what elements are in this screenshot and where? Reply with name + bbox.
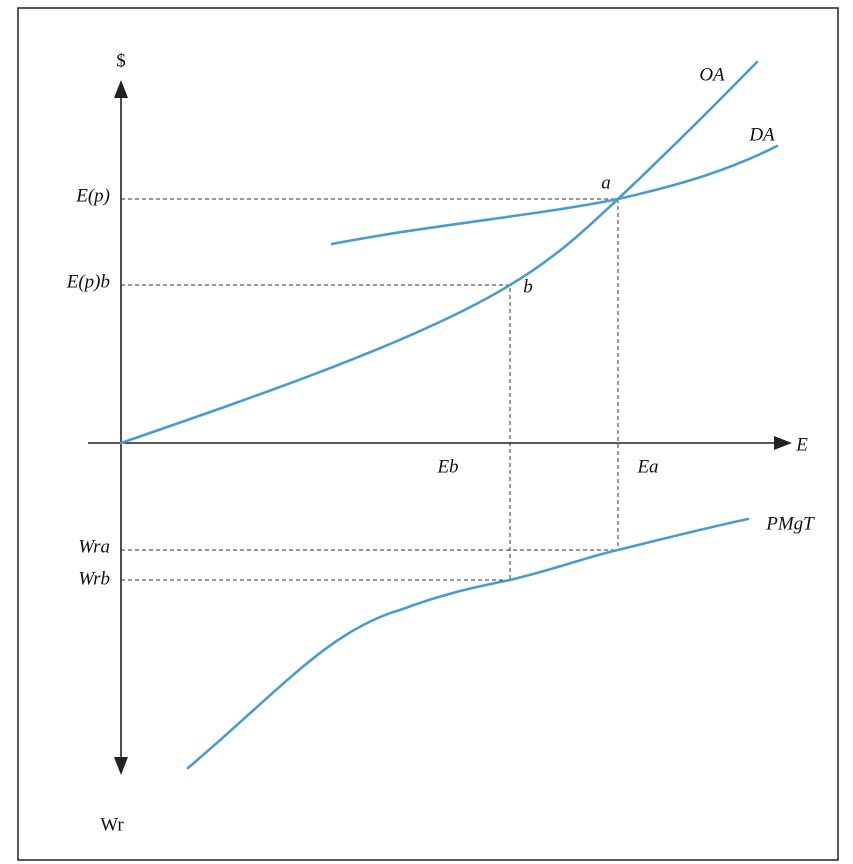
bottom-label: Ea [636, 456, 658, 477]
y-axis-label: $ [116, 50, 126, 71]
bottom-label: Eb [436, 456, 458, 477]
curve-pmgt [186, 517, 750, 770]
y-axis-bottom-label: Wr [100, 814, 124, 835]
curve-label: DA [748, 124, 775, 145]
point-label: a [601, 172, 611, 193]
x-axis-label: E [795, 434, 808, 455]
arrow-down [114, 757, 128, 775]
curve-label: OA [699, 64, 725, 85]
left-label: Wra [78, 536, 110, 557]
curve-label: PMgT [765, 513, 815, 534]
curve-da [330, 144, 779, 246]
guide-b [121, 284, 511, 580]
left-label: E(p)b [66, 271, 110, 292]
arrow-up [114, 80, 128, 98]
left-label: Wrb [78, 568, 110, 589]
left-label: E(p) [75, 185, 110, 206]
guide-a [121, 198, 619, 550]
curve-oa [119, 60, 759, 445]
frame [17, 7, 839, 861]
point-label: b [523, 276, 533, 297]
arrow-right [774, 436, 792, 450]
